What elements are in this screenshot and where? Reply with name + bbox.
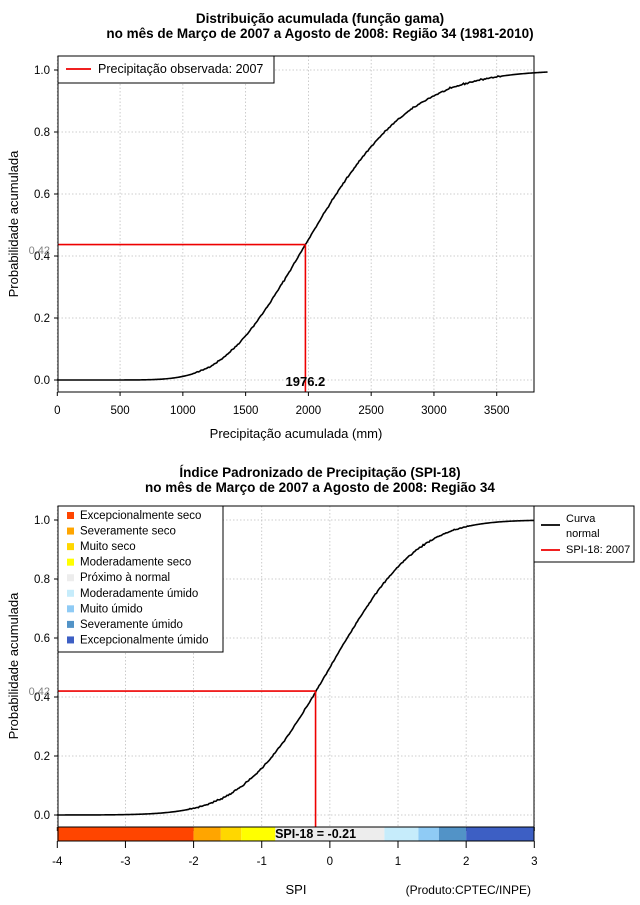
svg-text:SPI: SPI xyxy=(286,882,307,897)
svg-text:no mês de Março de 2007 a Agos: no mês de Março de 2007 a Agosto de 2008… xyxy=(106,26,533,41)
svg-text:Severamente seco: Severamente seco xyxy=(80,526,176,538)
svg-text:no mês de Março de 2007 a Agos: no mês de Março de 2007 a Agosto de 2008… xyxy=(145,480,495,495)
svg-text:0.2: 0.2 xyxy=(34,751,50,763)
svg-text:0.6: 0.6 xyxy=(34,189,50,201)
svg-text:Distribuição acumulada (função: Distribuição acumulada (função gama) xyxy=(196,11,444,26)
svg-text:Muito úmido: Muito úmido xyxy=(80,603,143,615)
svg-text:Probabilidade acumulada: Probabilidade acumulada xyxy=(6,150,21,297)
svg-text:1976.2: 1976.2 xyxy=(286,374,326,389)
svg-text:Excepcionalmente úmido: Excepcionalmente úmido xyxy=(80,634,209,646)
svg-text:0.0: 0.0 xyxy=(34,375,50,387)
svg-text:Excepcionalmente seco: Excepcionalmente seco xyxy=(80,510,201,522)
svg-text:1.0: 1.0 xyxy=(34,65,50,77)
svg-text:2: 2 xyxy=(463,856,469,868)
svg-text:0.8: 0.8 xyxy=(34,127,50,139)
svg-text:(Produto:CPTEC/INPE): (Produto:CPTEC/INPE) xyxy=(406,883,531,897)
svg-text:Curva: Curva xyxy=(566,513,596,525)
svg-text:3000: 3000 xyxy=(421,405,447,417)
svg-text:3: 3 xyxy=(531,856,537,868)
svg-text:normal: normal xyxy=(566,528,600,540)
svg-text:Precipitação observada: 2007: Precipitação observada: 2007 xyxy=(98,62,263,76)
svg-text:0: 0 xyxy=(54,405,60,417)
svg-text:0.2: 0.2 xyxy=(34,313,50,325)
svg-text:0.42: 0.42 xyxy=(29,686,50,698)
svg-text:2500: 2500 xyxy=(358,405,384,417)
svg-text:1.0: 1.0 xyxy=(34,515,50,527)
svg-text:Precipitação acumulada (mm): Precipitação acumulada (mm) xyxy=(210,426,383,441)
svg-text:2000: 2000 xyxy=(296,405,322,417)
svg-text:0: 0 xyxy=(327,856,333,868)
svg-text:3500: 3500 xyxy=(484,405,510,417)
svg-text:0.6: 0.6 xyxy=(34,633,50,645)
svg-text:-4: -4 xyxy=(52,856,63,868)
svg-text:1000: 1000 xyxy=(170,405,196,417)
svg-text:Próximo à normal: Próximo à normal xyxy=(80,572,170,584)
svg-text:Índice Padronizado de Precipit: Índice Padronizado de Precipitação (SPI-… xyxy=(179,465,460,480)
svg-text:1500: 1500 xyxy=(233,405,259,417)
svg-text:Muito seco: Muito seco xyxy=(80,541,136,553)
svg-text:0.0: 0.0 xyxy=(34,810,50,822)
svg-text:SPI-18: 2007: SPI-18: 2007 xyxy=(566,544,630,556)
svg-text:Probabilidade acumulada: Probabilidade acumulada xyxy=(6,592,21,739)
svg-text:Severamente úmido: Severamente úmido xyxy=(80,619,183,631)
svg-text:SPI-18 = -0.21: SPI-18 = -0.21 xyxy=(275,827,356,841)
svg-text:Moderadamente úmido: Moderadamente úmido xyxy=(80,588,198,600)
svg-text:-3: -3 xyxy=(120,856,130,868)
svg-text:0.42: 0.42 xyxy=(29,245,50,257)
svg-text:-2: -2 xyxy=(188,856,198,868)
svg-text:1: 1 xyxy=(395,856,401,868)
svg-text:-1: -1 xyxy=(257,856,267,868)
svg-text:500: 500 xyxy=(110,405,129,417)
svg-text:0.8: 0.8 xyxy=(34,574,50,586)
svg-text:Moderadamente seco: Moderadamente seco xyxy=(80,557,191,569)
